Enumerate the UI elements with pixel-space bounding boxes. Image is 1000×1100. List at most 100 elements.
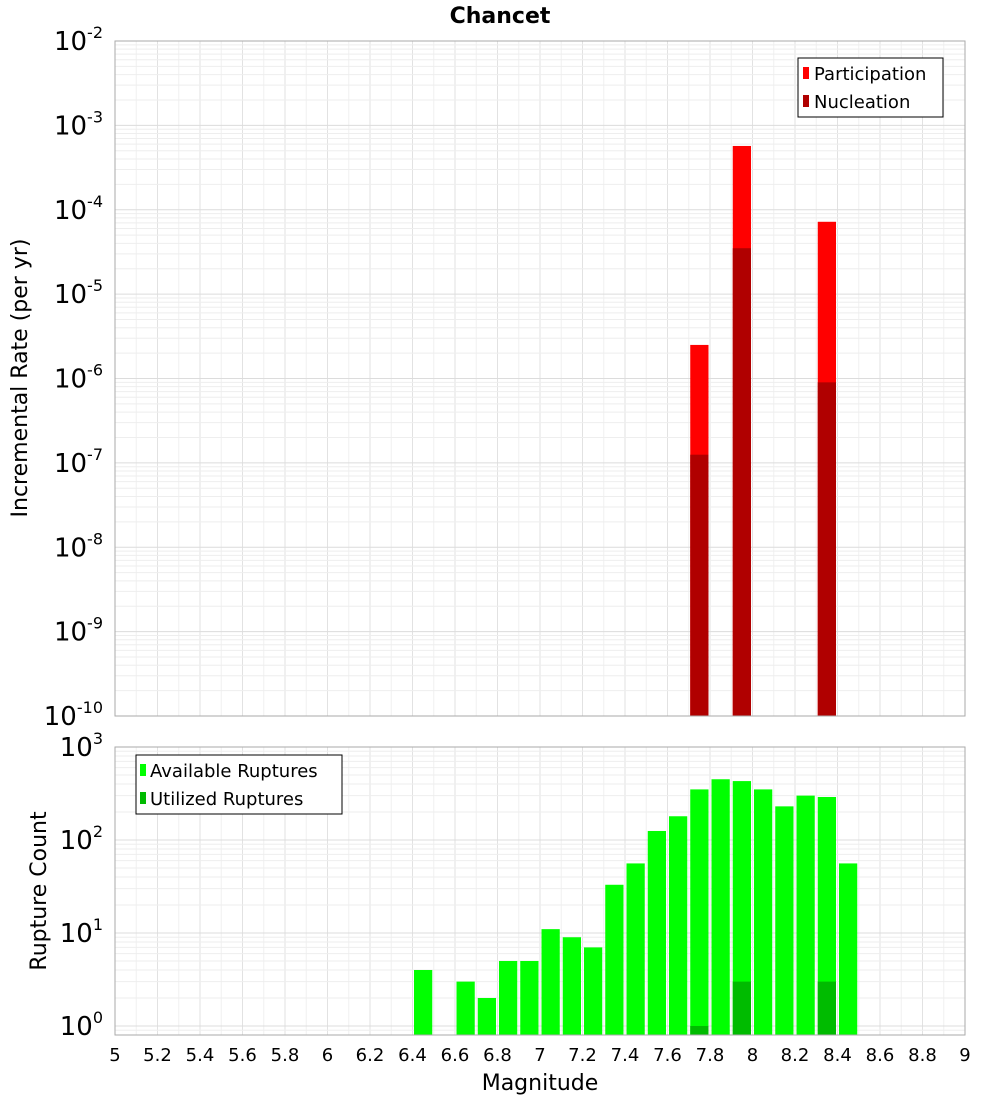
count-y-tick-label: 100 (60, 1008, 103, 1042)
count-y-tick-exponent: 2 (93, 822, 103, 841)
chart-title: Chancet (450, 4, 551, 29)
count-available-ruptures-bar (456, 981, 475, 1035)
count-available-ruptures-bar (669, 816, 688, 1035)
x-tick-label: 8.2 (781, 1045, 810, 1066)
rate-y-tick-exponent: -2 (87, 23, 103, 42)
rate-nucleation-bar (817, 382, 836, 716)
x-tick-label: 5.8 (271, 1045, 300, 1066)
x-tick-label: 8 (747, 1045, 758, 1066)
rate-y-tick-label: 10-10 (44, 698, 103, 732)
count-utilized-ruptures-bar (690, 1025, 709, 1035)
rate-y-tick-base: 10 (54, 280, 87, 310)
rate-y-tick-exponent: -5 (87, 276, 103, 295)
x-tick-label: 8.6 (866, 1045, 895, 1066)
magnitude-x-tick-labels: 5 5.2 5.4 5.6 5.8 6 6.2 6.4 6.6 6.8 7 7.2 7.4 7.6 7.8 8… (109, 1045, 970, 1066)
count-legend-box (135, 754, 343, 815)
x-tick-label: 7.6 (653, 1045, 682, 1066)
rate-y-tick-label: 10-8 (54, 529, 103, 563)
rate-y-tick-label: 10-3 (54, 107, 103, 141)
count-available-ruptures-bar (584, 947, 603, 1035)
utilized-ruptures-legend-swatch (140, 792, 146, 804)
count-y-tick-exponent: 3 (93, 729, 103, 748)
rate-y-tick-exponent: -8 (87, 529, 103, 548)
x-tick-label: 8.8 (908, 1045, 937, 1066)
x-tick-label: 8.4 (823, 1045, 852, 1066)
available-ruptures-legend-swatch (140, 764, 146, 776)
rate-y-tick-label: 10-7 (54, 445, 103, 479)
rate-y-tick-base: 10 (54, 365, 87, 395)
rate-legend: Participation Nucleation (797, 57, 944, 118)
x-tick-label: 5.6 (228, 1045, 257, 1066)
count-available-ruptures-bar (626, 863, 645, 1035)
count-y-tick-base: 10 (60, 733, 93, 763)
participation-legend-swatch (803, 67, 809, 79)
count-y-tick-exponent: 0 (93, 1008, 103, 1027)
rate-y-tick-base: 10 (54, 533, 87, 563)
rate-y-tick-label: 10-9 (54, 614, 103, 648)
rate-y-tick-base: 10 (54, 27, 87, 57)
rate-y-tick-exponent: -3 (87, 107, 103, 126)
count-available-ruptures-bar (541, 929, 560, 1035)
utilized-ruptures-legend-label: Utilized Ruptures (150, 789, 303, 810)
x-tick-label: 7 (534, 1045, 545, 1066)
count-y-tick-base: 10 (60, 919, 93, 949)
rate-y-tick-label: 10-2 (54, 23, 103, 57)
rate-y-tick-label: 10-5 (54, 276, 103, 310)
count-available-ruptures-bar (499, 960, 518, 1035)
rate-plot-frame (114, 40, 966, 717)
count-y-tick-base: 10 (60, 826, 93, 856)
count-available-ruptures-bar (605, 884, 624, 1035)
x-tick-label: 6.4 (398, 1045, 427, 1066)
x-tick-label: 7.4 (611, 1045, 640, 1066)
count-available-ruptures-bar (775, 806, 794, 1035)
count-available-ruptures-bar (690, 789, 709, 1035)
count-available-ruptures-bar (477, 997, 496, 1035)
available-ruptures-legend-label: Available Ruptures (150, 761, 318, 782)
count-plot-frame (114, 746, 966, 1036)
rate-y-tick-base: 10 (44, 702, 77, 732)
x-tick-label: 7.2 (568, 1045, 597, 1066)
rate-y-tick-base: 10 (54, 111, 87, 141)
rate-nucleation-bar (732, 248, 751, 717)
count-y-tick-label: 102 (60, 822, 103, 856)
x-axis-label: Magnitude (482, 1071, 599, 1096)
count-y-tick-base: 10 (60, 1012, 93, 1042)
x-tick-label: 6 (322, 1045, 333, 1066)
rate-legend-box (797, 57, 944, 118)
count-available-ruptures-bar (796, 795, 815, 1035)
rate-y-tick-exponent: -4 (87, 192, 103, 211)
count-available-ruptures-bar (711, 779, 730, 1035)
rate-y-tick-exponent: -10 (77, 698, 103, 717)
count-available-ruptures-bar (414, 969, 433, 1035)
x-tick-label: 6.8 (483, 1045, 512, 1066)
rate-y-tick-exponent: -7 (87, 445, 103, 464)
x-tick-label: 5.4 (186, 1045, 215, 1066)
x-tick-label: 6.6 (441, 1045, 470, 1066)
count-available-ruptures-bar (732, 781, 751, 1035)
count-bars (414, 779, 858, 1035)
x-tick-label: 7.8 (696, 1045, 725, 1066)
x-tick-label: 5 (109, 1045, 120, 1066)
count-available-ruptures-bar (647, 830, 666, 1035)
count-available-ruptures-bar (520, 960, 539, 1035)
rate-gridlines (114, 40, 966, 717)
rate-y-axis-label: Incremental Rate (per yr) (8, 239, 33, 518)
count-utilized-ruptures-bar (817, 981, 836, 1035)
rate-y-tick-base: 10 (54, 449, 87, 479)
rate-y-tick-base: 10 (54, 618, 87, 648)
count-available-ruptures-bar (754, 789, 773, 1035)
rate-y-tick-base: 10 (54, 196, 87, 226)
rate-y-tick-exponent: -6 (87, 361, 103, 380)
x-tick-label: 6.2 (356, 1045, 385, 1066)
count-available-ruptures-bar (817, 796, 836, 1035)
rate-nucleation-bar (690, 454, 709, 716)
count-y-tick-exponent: 1 (93, 915, 103, 934)
count-y-tick-label: 103 (60, 729, 103, 763)
participation-legend-label: Participation (814, 64, 926, 85)
rate-bars (690, 145, 836, 717)
rate-y-tick-label: 10-4 (54, 192, 103, 226)
